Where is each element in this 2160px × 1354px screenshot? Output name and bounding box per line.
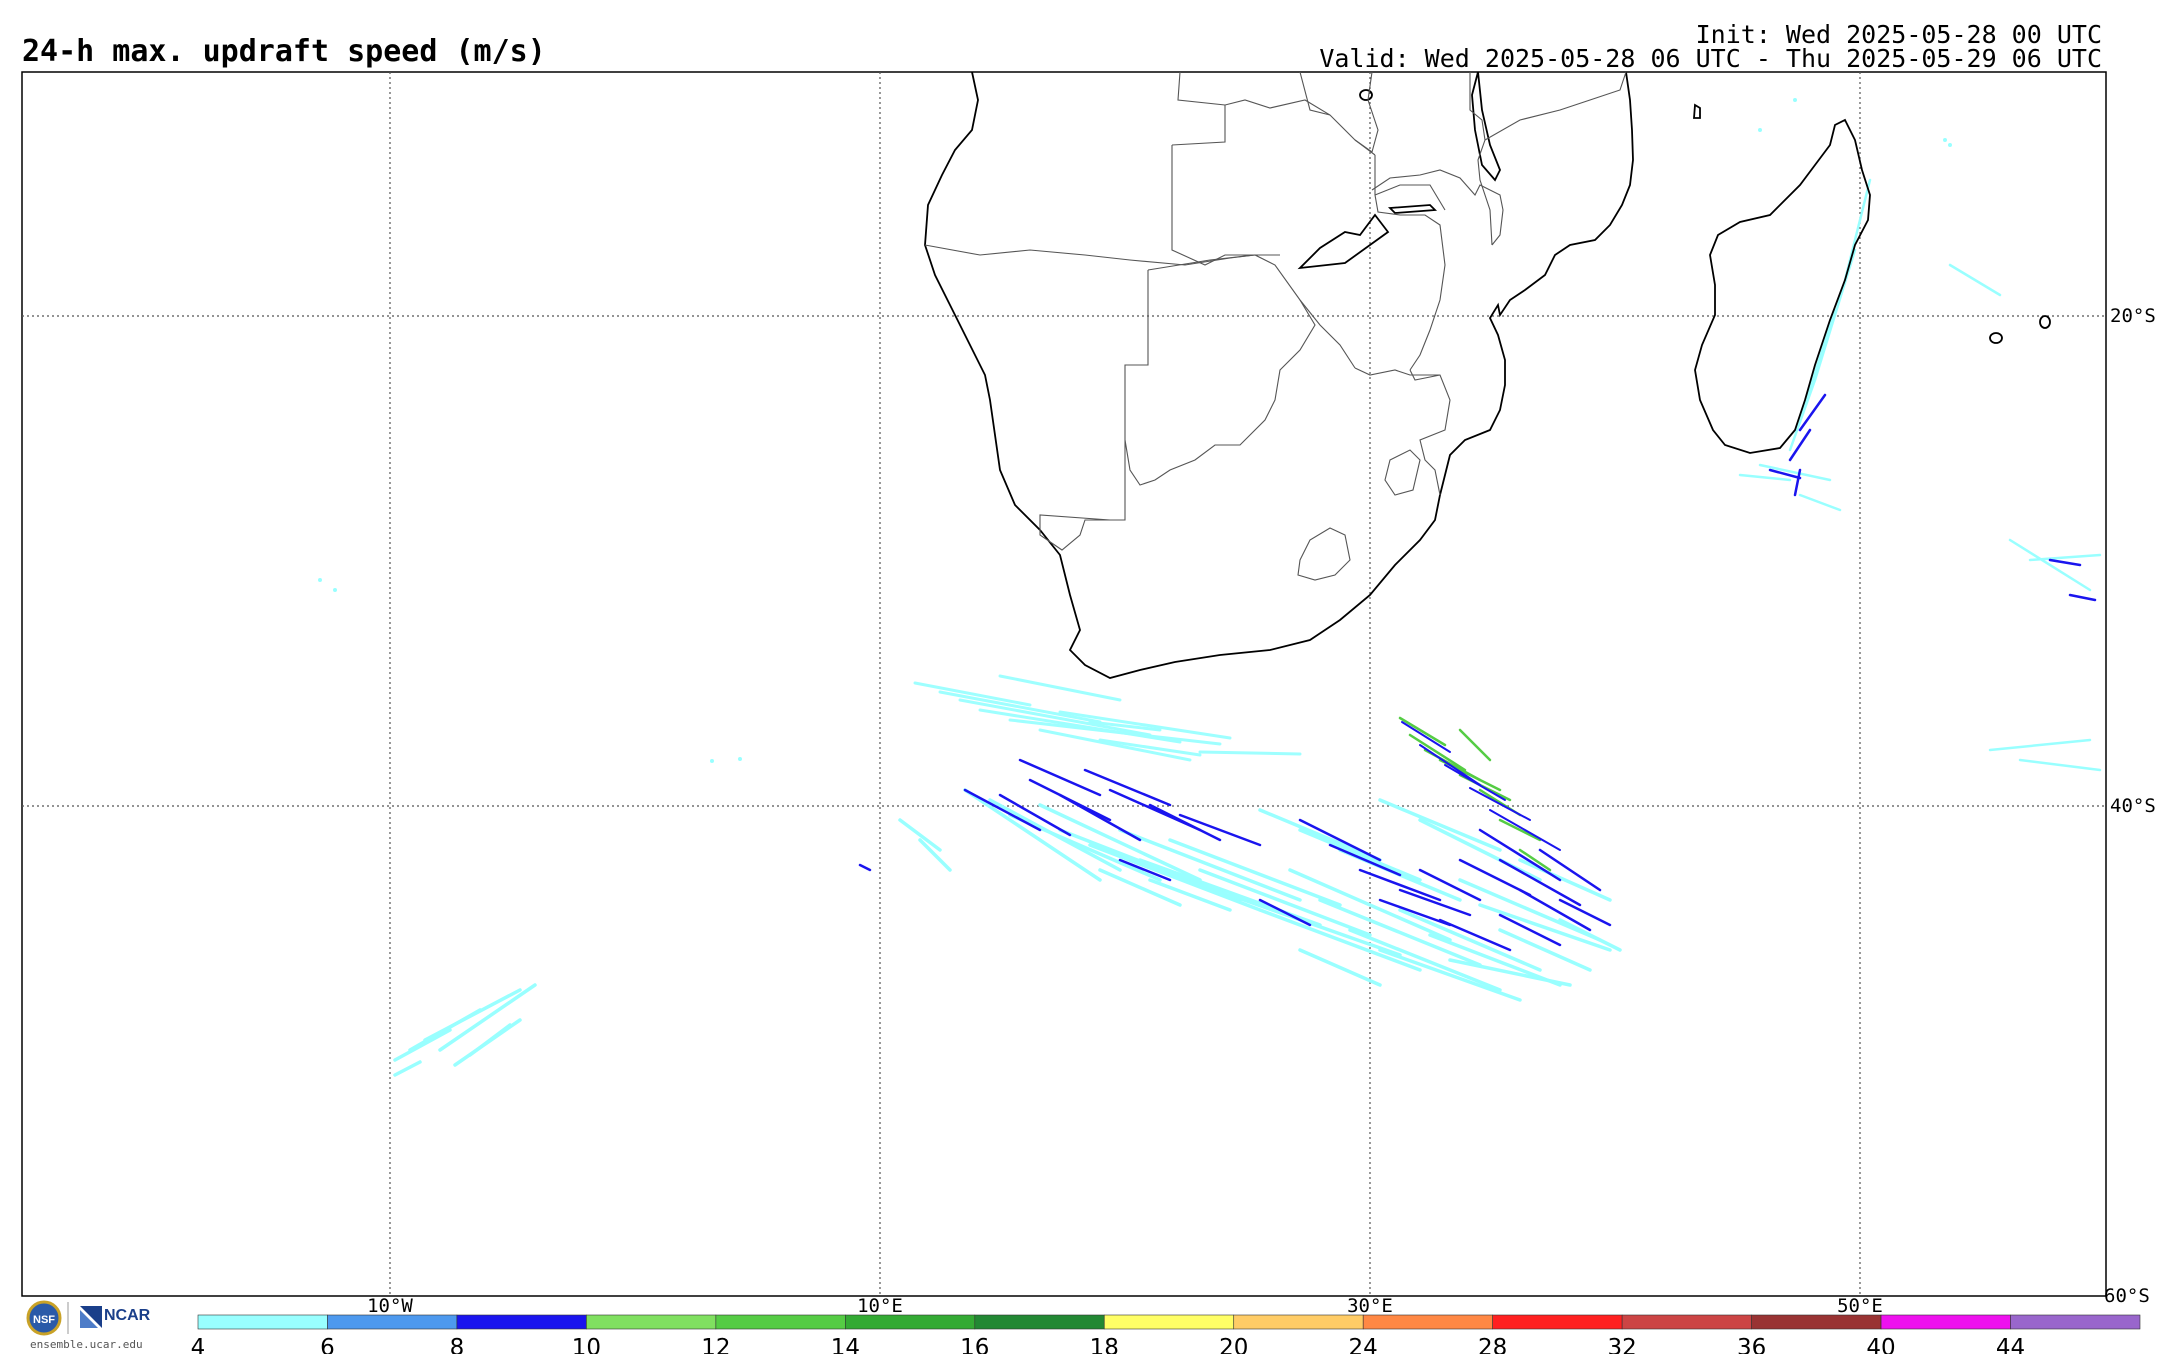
colorbar-swatch (586, 1314, 717, 1330)
coastlines (924, 71, 2051, 679)
colorbar: 4 6 8 10 12 14 16 18 20 24 28 32 36 40 44 (191, 1314, 2141, 1354)
lat-label-20s: 20°S (2110, 305, 2156, 327)
graticule (22, 72, 2106, 1296)
colorbar-tick-label: 4 (191, 1335, 206, 1354)
colorbar-swatch (974, 1314, 1105, 1330)
comoros-coast (1693, 103, 1701, 119)
reunion-coast (2039, 315, 2051, 329)
colorbar-swatch (1621, 1314, 1752, 1330)
lake-cahora-bassa (1387, 204, 1438, 214)
mauritius-coast (1989, 332, 2003, 344)
madagascar-coastline (1694, 118, 1871, 454)
lake-malawi (1471, 71, 1501, 182)
colorbar-tick-label: 24 (1349, 1335, 1378, 1354)
lon-label-30e: 30°E (1347, 1295, 1393, 1317)
colorbar-swatch (2010, 1314, 2141, 1330)
updraft-field (318, 98, 2102, 1077)
colorbar-swatch (715, 1314, 846, 1330)
lon-label-10w: 10°W (367, 1295, 413, 1317)
updraft-cyan-areas (318, 98, 2102, 1077)
updraft-blue-areas (858, 393, 2097, 952)
lon-label-10e: 10°E (857, 1295, 903, 1317)
colorbar-tick-label: 14 (831, 1335, 860, 1354)
map-title: 24-h max. updraft speed (m/s) (22, 34, 546, 69)
lake-bangweulu (1359, 89, 1373, 101)
lat-labels: 20°S 40°S 60°S (2104, 305, 2156, 1307)
colorbar-swatch (456, 1314, 587, 1330)
map-frame (21, 71, 2107, 1297)
colorbar-tick-label: 32 (1607, 1335, 1636, 1354)
nsf-logo-icon: NSF (26, 1300, 62, 1336)
colorbar-swatch (1362, 1314, 1493, 1330)
colorbar-tick-label: 12 (701, 1335, 730, 1354)
colorbar-swatch (197, 1314, 328, 1330)
colorbar-tick-label: 36 (1737, 1335, 1766, 1354)
colorbar-tick-label: 18 (1090, 1335, 1119, 1354)
eswatini-border (1384, 449, 1421, 496)
country-borders (924, 71, 1627, 581)
colorbar-tick-label: 44 (1996, 1335, 2025, 1354)
colorbar-tick-label: 8 (450, 1335, 465, 1354)
ncar-wordmark: NCAR (104, 1307, 151, 1324)
lon-labels: 10°W 10°E 30°E 50°E (367, 1295, 1883, 1317)
colorbar-tick-label: 40 (1866, 1335, 1895, 1354)
logos: NSF (26, 1300, 102, 1336)
africa-coastline (924, 71, 1634, 679)
lon-label-50e: 50°E (1837, 1295, 1883, 1317)
ncar-logo-icon (80, 1306, 102, 1328)
colorbar-tick-label: 20 (1219, 1335, 1248, 1354)
colorbar-swatch (327, 1314, 458, 1330)
svg-text:NSF: NSF (33, 1314, 55, 1326)
updraft-dark-band (1401, 721, 1561, 851)
colorbar-tick-label: 28 (1478, 1335, 1507, 1354)
colorbar-tick-label: 16 (960, 1335, 989, 1354)
colorbar-swatch (1751, 1314, 1882, 1330)
site-credit: ensemble.ucar.edu (30, 1338, 143, 1351)
colorbar-tick-label: 6 (320, 1335, 335, 1354)
lesotho-border (1297, 527, 1351, 581)
lat-label-60s: 60°S (2104, 1285, 2150, 1307)
colorbar-tick-label: 10 (572, 1335, 601, 1354)
init-time: Init: Wed 2025-05-28 00 UTC (1695, 20, 2102, 49)
valid-time: Valid: Wed 2025-05-28 06 UTC - Thu 2025-… (1319, 44, 2102, 73)
colorbar-swatch (1103, 1314, 1235, 1330)
colorbar-swatch (845, 1314, 976, 1330)
colorbar-swatch (1492, 1314, 1623, 1330)
colorbar-swatch (1233, 1314, 1364, 1330)
lat-label-40s: 40°S (2110, 795, 2156, 817)
lake-kariba (1297, 213, 1390, 270)
colorbar-swatch (1880, 1314, 2011, 1330)
